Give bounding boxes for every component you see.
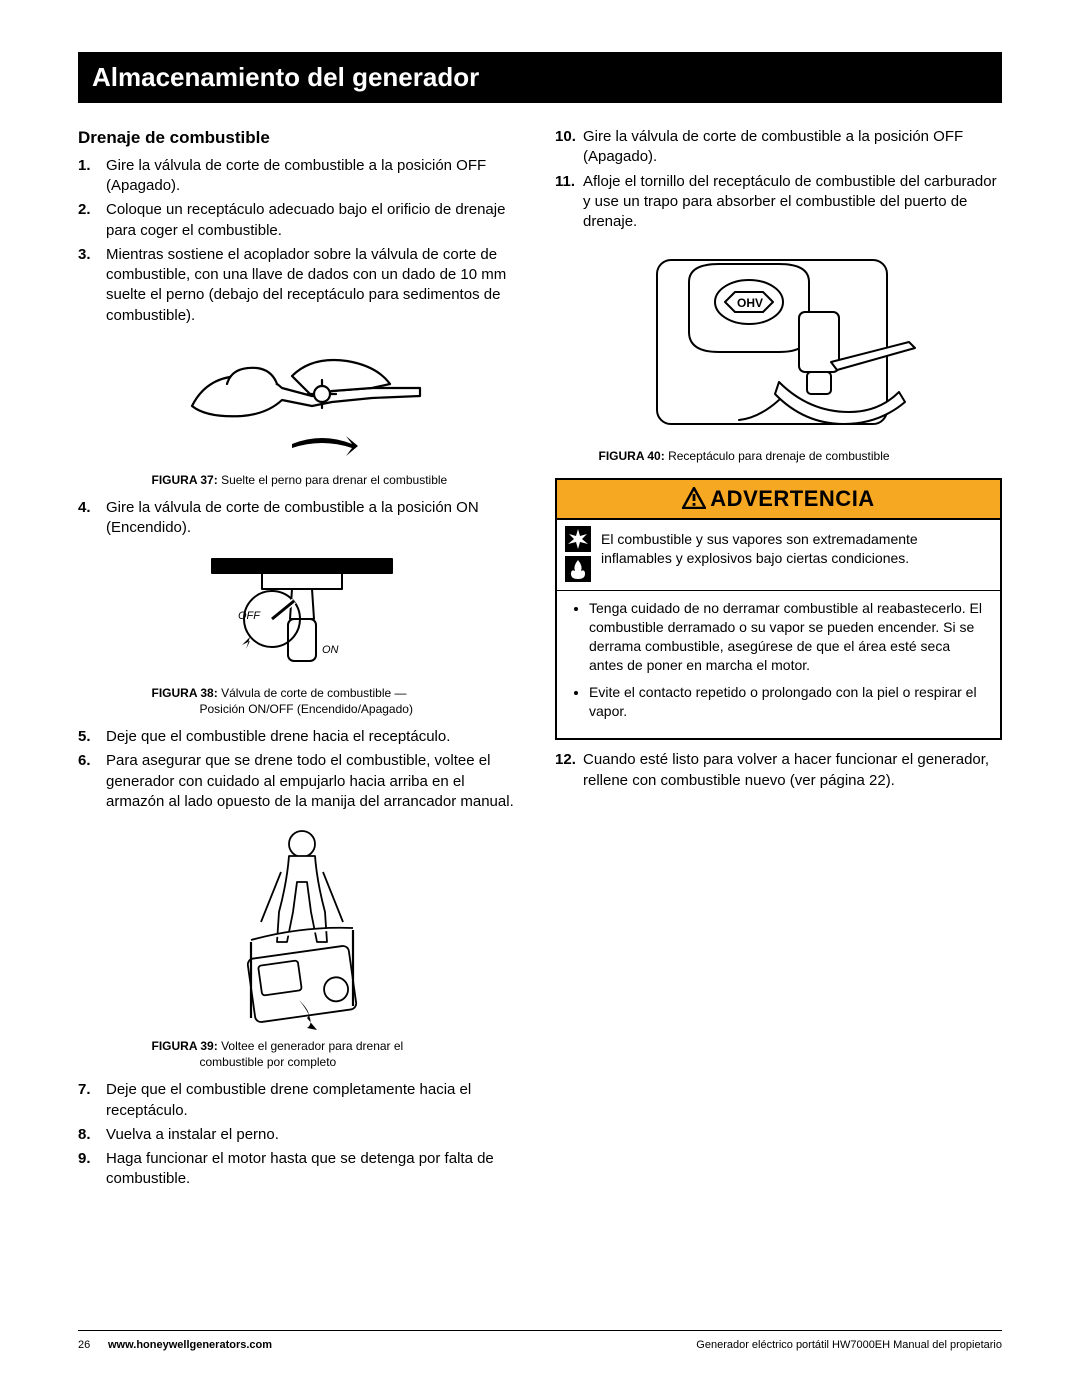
- steps-5-6: Deje que el combustible drene hacia el r…: [78, 727, 525, 812]
- footer-url: www.honeywellgenerators.com: [108, 1339, 272, 1351]
- figure-39-label: FIGURA 39:: [152, 1039, 218, 1053]
- page-footer: 26 www.honeywellgenerators.com Generador…: [78, 1330, 1002, 1351]
- steps-7-9: Deje que el combustible drene completame…: [78, 1080, 525, 1189]
- figure-37-illustration: [172, 336, 432, 466]
- page-title: Almacenamiento del generador: [92, 62, 479, 92]
- warning-row-1: El combustible y sus vapores son extrema…: [557, 520, 1000, 591]
- step-9: Haga funcionar el motor hasta que se det…: [78, 1149, 525, 1190]
- steps-12: Cuando esté listo para volver a hacer fu…: [555, 750, 1002, 791]
- section-heading: Drenaje de combustible: [78, 127, 525, 150]
- page-number: 26: [78, 1339, 108, 1351]
- step-10: Gire la válvula de corte de combustible …: [555, 127, 1002, 168]
- ohv-label: OHV: [737, 296, 763, 310]
- warning-bullet-2: Evite el contacto repetido o prolongado …: [589, 683, 986, 721]
- content-columns: Drenaje de combustible Gire la válvula d…: [78, 127, 1002, 1194]
- step-4: Gire la válvula de corte de combustible …: [78, 498, 525, 539]
- step-8: Vuelva a instalar el perno.: [78, 1125, 525, 1145]
- warning-text-1: El combustible y sus vapores son extrema…: [601, 526, 990, 568]
- flame-icon: [565, 556, 591, 582]
- figure-37-caption: FIGURA 37: Suelte el perno para drenar e…: [152, 472, 452, 488]
- figure-39: [78, 822, 525, 1032]
- warning-triangle-icon: [682, 487, 706, 509]
- figure-37-text: Suelte el perno para drenar el combustib…: [221, 473, 447, 487]
- figure-38-label: FIGURA 38:: [152, 686, 218, 700]
- steps-1-3: Gire la válvula de corte de combustible …: [78, 156, 525, 326]
- figure-39-caption: FIGURA 39: Voltee el generador para dren…: [152, 1038, 452, 1070]
- figure-38: OFF ON: [78, 549, 525, 679]
- figure-38-text: Válvula de corte de combustible — Posici…: [200, 686, 413, 716]
- step-2: Coloque un receptáculo adecuado bajo el …: [78, 200, 525, 241]
- warning-bullet-1: Tenga cuidado de no derramar combustible…: [589, 599, 986, 675]
- figure-40-illustration: OHV: [629, 242, 929, 442]
- steps-4: Gire la válvula de corte de combustible …: [78, 498, 525, 539]
- warning-bullets: Tenga cuidado de no derramar combustible…: [557, 591, 1000, 738]
- figure-39-illustration: [217, 822, 387, 1032]
- step-11: Afloje el tornillo del receptáculo de co…: [555, 172, 1002, 233]
- footer-spacer: [272, 1339, 696, 1351]
- step-12: Cuando esté listo para volver a hacer fu…: [555, 750, 1002, 791]
- warning-box: ADVERTENCIA El combustible y sus vapores…: [555, 478, 1002, 740]
- figure-40: OHV: [555, 242, 1002, 442]
- page-title-bar: Almacenamiento del generador: [78, 52, 1002, 103]
- left-column: Drenaje de combustible Gire la válvula d…: [78, 127, 525, 1194]
- off-label: OFF: [238, 610, 261, 622]
- on-label: ON: [322, 644, 339, 656]
- figure-40-caption: FIGURA 40: Receptáculo para drenaje de c…: [599, 448, 959, 464]
- step-3: Mientras sostiene el acoplador sobre la …: [78, 245, 525, 326]
- footer-right: Generador eléctrico portátil HW7000EH Ma…: [696, 1339, 1002, 1351]
- warning-header: ADVERTENCIA: [557, 480, 1000, 520]
- warning-icons: [565, 526, 591, 582]
- figure-38-caption: FIGURA 38: Válvula de corte de combustib…: [152, 685, 452, 717]
- figure-39-text: Voltee el generador para drenar el combu…: [200, 1039, 404, 1069]
- figure-37: [78, 336, 525, 466]
- explosion-icon: [565, 526, 591, 552]
- figure-40-label: FIGURA 40:: [599, 449, 665, 463]
- right-column: Gire la válvula de corte de combustible …: [555, 127, 1002, 1194]
- step-1: Gire la válvula de corte de combustible …: [78, 156, 525, 197]
- step-6: Para asegurar que se drene todo el combu…: [78, 751, 525, 812]
- step-5: Deje que el combustible drene hacia el r…: [78, 727, 525, 747]
- figure-37-label: FIGURA 37:: [152, 473, 218, 487]
- steps-10-11: Gire la válvula de corte de combustible …: [555, 127, 1002, 232]
- step-7: Deje que el combustible drene completame…: [78, 1080, 525, 1121]
- figure-40-text: Receptáculo para drenaje de combustible: [668, 449, 889, 463]
- figure-38-illustration: OFF ON: [192, 549, 412, 679]
- warning-title: ADVERTENCIA: [710, 486, 874, 511]
